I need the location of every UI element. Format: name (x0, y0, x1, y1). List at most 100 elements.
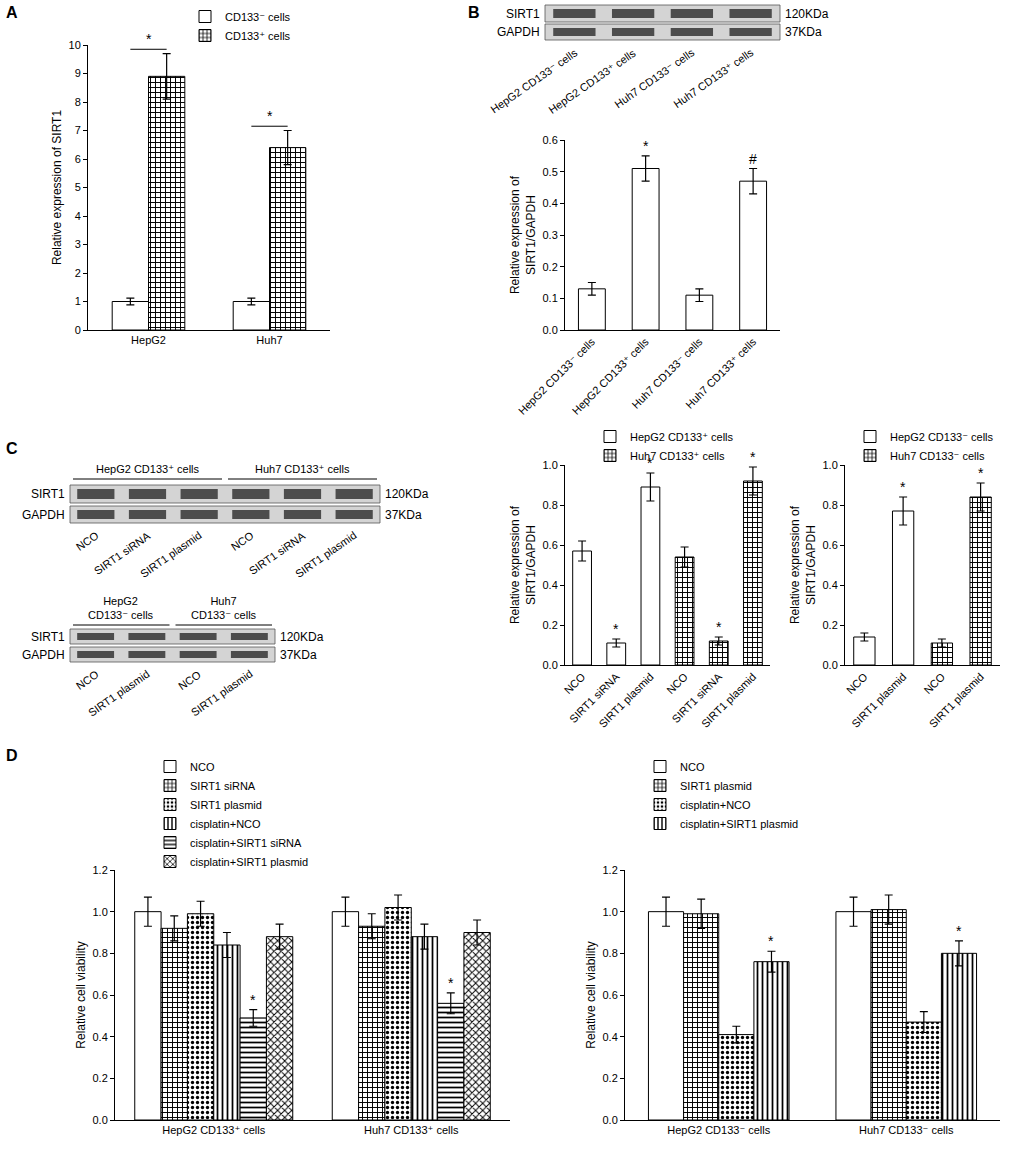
svg-text:HepG2 CD133⁺ cells: HepG2 CD133⁺ cells (570, 335, 652, 417)
svg-text:0.0: 0.0 (93, 1114, 108, 1126)
svg-text:SIRT1: SIRT1 (31, 630, 65, 644)
svg-text:HepG2 CD133⁻ cells: HepG2 CD133⁻ cells (488, 46, 580, 115)
svg-text:cisplatin+SIRT1 plasmid: cisplatin+SIRT1 plasmid (680, 818, 798, 830)
svg-text:Relative expression ofSIRT1/GA: Relative expression ofSIRT1/GAPDH (508, 505, 538, 624)
svg-text:0.2: 0.2 (823, 619, 838, 631)
svg-text:A: A (6, 4, 18, 21)
svg-text:NCO: NCO (680, 761, 705, 773)
svg-text:0.6: 0.6 (543, 134, 558, 146)
svg-text:SIRT1 siRNA: SIRT1 siRNA (247, 529, 308, 577)
svg-text:0.4: 0.4 (93, 1031, 108, 1043)
svg-text:1.0: 1.0 (93, 906, 108, 918)
svg-text:SIRT1 siRNA: SIRT1 siRNA (567, 670, 622, 725)
svg-text:0.4: 0.4 (543, 197, 558, 209)
svg-text:*: * (448, 975, 454, 991)
svg-text:SIRT1 plasmid: SIRT1 plasmid (849, 671, 908, 730)
svg-text:120KDa: 120KDa (385, 487, 429, 501)
svg-text:*: * (250, 992, 256, 1008)
svg-text:Relative cell viability: Relative cell viability (584, 941, 598, 1048)
svg-text:0.3: 0.3 (543, 229, 558, 241)
svg-text:SIRT1 plasmid: SIRT1 plasmid (190, 799, 262, 811)
svg-text:Huh7 CD133⁺ cells: Huh7 CD133⁺ cells (630, 450, 725, 462)
svg-text:SIRT1 plasmid: SIRT1 plasmid (699, 671, 758, 730)
svg-text:NCO: NCO (176, 668, 203, 692)
svg-text:37KDa: 37KDa (385, 508, 422, 522)
svg-text:*: * (956, 923, 962, 939)
svg-text:D: D (6, 747, 18, 764)
svg-text:SIRT1 siRNA: SIRT1 siRNA (669, 670, 724, 725)
svg-text:HepG2 CD133⁻ cells: HepG2 CD133⁻ cells (667, 1124, 771, 1136)
svg-text:NCO: NCO (190, 761, 215, 773)
svg-text:1.2: 1.2 (603, 864, 618, 876)
svg-text:HepG2 CD133⁺ cells: HepG2 CD133⁺ cells (546, 47, 638, 116)
svg-text:0.8: 0.8 (543, 499, 558, 511)
svg-text:3: 3 (75, 238, 81, 250)
svg-text:*: * (900, 479, 906, 495)
svg-text:1.2: 1.2 (93, 864, 108, 876)
svg-text:Huh7 CD133⁻ cells: Huh7 CD133⁻ cells (890, 450, 985, 462)
svg-text:Huh7 CD133⁺ cells: Huh7 CD133⁺ cells (255, 463, 350, 475)
svg-text:Huh7 CD133⁺ cells: Huh7 CD133⁺ cells (683, 335, 759, 411)
svg-text:0.6: 0.6 (543, 539, 558, 551)
svg-text:0.2: 0.2 (603, 1072, 618, 1084)
svg-text:0.5: 0.5 (543, 166, 558, 178)
svg-text:HepG2 CD133⁻ cells: HepG2 CD133⁻ cells (890, 431, 994, 443)
svg-text:SIRT1 plasmid: SIRT1 plasmid (680, 780, 752, 792)
svg-text:cisplatin+SIRT1 siRNA: cisplatin+SIRT1 siRNA (190, 837, 302, 849)
svg-text:0.6: 0.6 (93, 989, 108, 1001)
svg-text:cisplatin+SIRT1 plasmid: cisplatin+SIRT1 plasmid (190, 856, 308, 868)
svg-text:cisplatin+NCO: cisplatin+NCO (190, 818, 261, 830)
svg-text:NCO: NCO (74, 529, 101, 553)
svg-text:37KDa: 37KDa (785, 25, 822, 39)
svg-text:GAPDH: GAPDH (22, 648, 65, 662)
svg-text:*: * (643, 138, 649, 154)
svg-text:Huh7 CD133⁺ cells: Huh7 CD133⁺ cells (364, 1124, 459, 1136)
svg-text:#: # (749, 151, 757, 167)
svg-text:*: * (768, 933, 774, 949)
svg-text:*: * (267, 108, 273, 124)
svg-text:120KDa: 120KDa (785, 7, 829, 21)
svg-text:NCO: NCO (229, 529, 256, 553)
svg-text:1.0: 1.0 (543, 459, 558, 471)
svg-text:GAPDH: GAPDH (22, 508, 65, 522)
svg-text:9: 9 (75, 67, 81, 79)
svg-text:*: * (647, 455, 653, 471)
svg-text:0.6: 0.6 (823, 539, 838, 551)
svg-text:*: * (716, 619, 722, 635)
svg-text:NCO: NCO (74, 668, 101, 692)
svg-text:0.8: 0.8 (603, 947, 618, 959)
svg-text:HepG2 CD133⁺ cells: HepG2 CD133⁺ cells (162, 1124, 266, 1136)
svg-text:Relative expression of SIRT1: Relative expression of SIRT1 (50, 110, 64, 266)
svg-text:HepG2CD133⁻ cells: HepG2CD133⁻ cells (88, 595, 154, 621)
svg-text:0.0: 0.0 (543, 324, 558, 336)
svg-text:0.2: 0.2 (543, 261, 558, 273)
svg-text:120KDa: 120KDa (280, 630, 324, 644)
svg-text:*: * (750, 449, 756, 465)
svg-text:Relative cell viability: Relative cell viability (74, 941, 88, 1048)
svg-text:0.2: 0.2 (543, 619, 558, 631)
svg-text:SIRT1 plasmid: SIRT1 plasmid (293, 529, 359, 580)
svg-text:SIRT1 plasmid: SIRT1 plasmid (596, 671, 655, 730)
svg-text:5: 5 (75, 181, 81, 193)
svg-text:0.1: 0.1 (543, 292, 558, 304)
svg-text:0.6: 0.6 (603, 989, 618, 1001)
svg-text:Relative expression ofSIRT1/GA: Relative expression ofSIRT1/GAPDH (788, 505, 818, 624)
svg-text:0.4: 0.4 (823, 579, 838, 591)
svg-text:Huh7 CD133⁻ cells: Huh7 CD133⁻ cells (629, 335, 705, 411)
svg-text:1.0: 1.0 (603, 906, 618, 918)
svg-text:B: B (468, 4, 480, 21)
svg-text:Huh7CD133⁻ cells: Huh7CD133⁻ cells (191, 595, 257, 621)
svg-text:0.0: 0.0 (543, 659, 558, 671)
svg-text:0: 0 (75, 324, 81, 336)
svg-text:6: 6 (75, 153, 81, 165)
svg-text:0.4: 0.4 (603, 1031, 618, 1043)
svg-text:0.8: 0.8 (93, 947, 108, 959)
svg-text:SIRT1 plasmid: SIRT1 plasmid (86, 668, 152, 719)
svg-text:SIRT1: SIRT1 (506, 7, 540, 21)
svg-text:cisplatin+NCO: cisplatin+NCO (680, 799, 751, 811)
svg-text:Relative expression ofSIRT1/GA: Relative expression ofSIRT1/GAPDH (508, 175, 538, 294)
svg-text:Huh7 CD133⁺ cells: Huh7 CD133⁺ cells (671, 46, 756, 110)
svg-text:1: 1 (75, 295, 81, 307)
svg-text:HepG2 CD133⁻ cells: HepG2 CD133⁻ cells (516, 335, 598, 417)
svg-text:SIRT1 plasmid: SIRT1 plasmid (927, 671, 986, 730)
